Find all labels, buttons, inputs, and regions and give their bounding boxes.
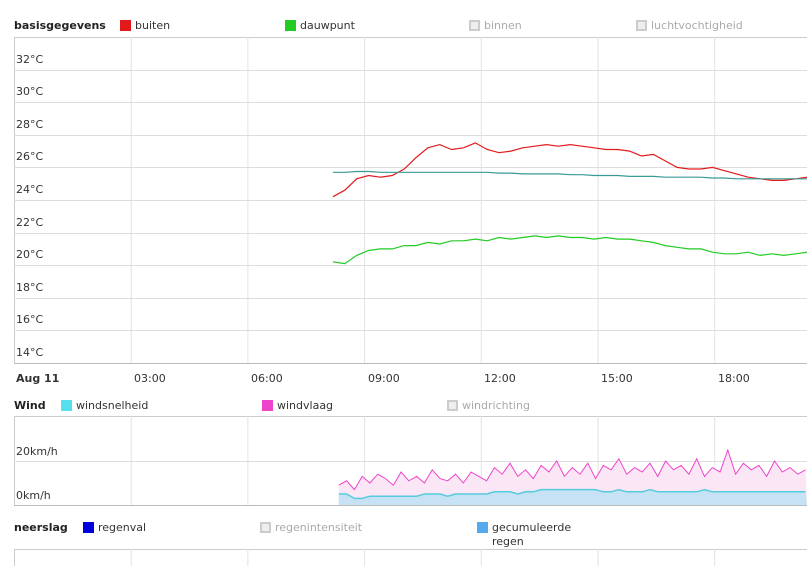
legend-swatch [262,400,273,411]
y-tick-label: 20°C [16,248,44,262]
x-tick-label: 06:00 [251,372,283,385]
y-tick-label: 24°C [16,183,44,196]
series-line-windsnelheid [338,488,806,500]
series-line-buiten [332,142,807,198]
legend-swatch [285,20,296,31]
legend-swatch [61,400,72,411]
x-axis-date-label: Aug 11 [16,372,60,385]
y-tick-label: 0km/h [16,489,51,502]
disabled-checkbox-icon [636,20,647,31]
series-line-windvlaag [338,448,806,491]
legend-item-buiten[interactable]: buiten [120,19,170,32]
legend-swatch [120,20,131,31]
x-tick-label: 03:00 [134,372,166,385]
y-tick-label: 16°C [16,313,44,327]
legend-item-gecumuleerde-regen[interactable]: gecumuleerde regen [477,521,582,549]
x-tick-label: 15:00 [601,372,633,385]
y-tick-label: 26°C [16,150,44,164]
legend-swatch [477,522,488,533]
disabled-checkbox-icon [469,20,480,31]
x-tick-label: 12:00 [484,372,516,385]
legend-item-dauwpunt[interactable]: dauwpunt [285,19,355,32]
disabled-checkbox-icon [447,400,458,411]
y-tick-label: 18°C [16,280,44,294]
legend-item-binnen[interactable]: binnen [469,19,522,32]
y-tick-label: 30°C [16,85,44,99]
y-tick-label: 28°C [16,117,44,131]
y-tick-label: 22°C [16,215,44,229]
series-line-binnen [333,170,807,180]
x-tick-label: 18:00 [718,372,750,385]
y-tick-label: 32°C [16,52,44,66]
legend-swatch [83,522,94,533]
legend-item-luchtvochtigheid[interactable]: luchtvochtigheid [636,19,743,32]
legend-item-regenintensiteit[interactable]: regenintensiteit [260,521,362,534]
disabled-checkbox-icon [260,522,271,533]
legend-item-regenval[interactable]: regenval [83,521,146,534]
wind-legend-title: Wind [14,399,46,412]
x-tick-label: 09:00 [368,372,400,385]
windsnelheid-area [338,489,807,505]
series-line-dauwpunt [332,235,807,265]
y-tick-label: 20km/h [16,445,58,458]
y-tick-label: 14°C [16,346,44,359]
legend-item-windrichting[interactable]: windrichting [447,399,530,412]
rain-legend-title: neerslag [14,521,68,534]
legend-item-windsnelheid[interactable]: windsnelheid [61,399,148,412]
temp-legend-title: basisgegevens [14,19,106,32]
legend-item-windvlaag[interactable]: windvlaag [262,399,333,412]
